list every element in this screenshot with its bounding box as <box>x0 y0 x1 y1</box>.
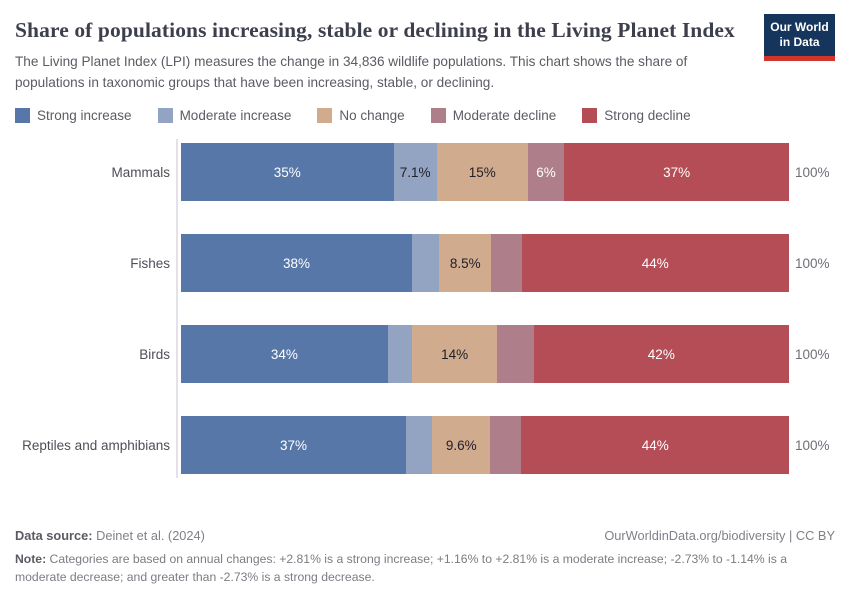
bar-segment-moderate-decline[interactable] <box>497 325 534 384</box>
legend-swatch-icon <box>430 108 446 124</box>
chart-row-fishes: Fishes 38% 8.5% 44% 100% <box>15 234 835 293</box>
segment-value-label: 37% <box>279 437 307 453</box>
segment-value-label: 6% <box>536 164 556 180</box>
note-value: Categories are based on annual changes: … <box>15 552 787 585</box>
legend-item-moderate-increase[interactable]: Moderate increase <box>157 108 292 124</box>
legend-item-strong-decline[interactable]: Strong decline <box>582 108 691 124</box>
bar-segment-no-change[interactable]: 9.6% <box>432 416 491 475</box>
data-source: Data source: Deinet et al. (2024) <box>15 528 205 543</box>
chart-row-reptiles-and-amphibians: Reptiles and amphibians 37% 9.6% 44% 100% <box>15 416 835 475</box>
legend-label: Strong decline <box>604 108 691 124</box>
data-source-value: Deinet et al. (2024) <box>92 528 205 543</box>
segment-value-label: 35% <box>273 164 301 180</box>
row-label: Birds <box>139 346 170 362</box>
legend-item-moderate-decline[interactable]: Moderate decline <box>430 108 557 124</box>
bar-segment-strong-decline[interactable]: 44% <box>521 416 789 475</box>
bar-segment-moderate-increase[interactable] <box>412 234 440 293</box>
legend-swatch-icon <box>317 108 333 124</box>
bar-segment-moderate-increase[interactable] <box>387 325 413 384</box>
bar-segment-moderate-increase[interactable]: 7.1% <box>393 143 437 202</box>
legend-swatch-icon <box>157 108 173 124</box>
legend-label: Moderate increase <box>179 108 292 124</box>
owid-logo-line2: in Data <box>779 35 820 49</box>
legend: Strong increase Moderate increase No chang… <box>15 108 835 124</box>
stacked-bar: 34% 14% 42% <box>181 325 789 384</box>
data-source-label: Data source: <box>15 528 93 543</box>
bar-segment-strong-decline[interactable]: 44% <box>521 234 790 293</box>
legend-item-no-change[interactable]: No change <box>317 108 405 124</box>
footer: Data source: Deinet et al. (2024) OurWor… <box>15 528 835 587</box>
bar-segment-moderate-decline[interactable] <box>491 234 522 293</box>
legend-item-strong-increase[interactable]: Strong increase <box>15 108 132 124</box>
segment-value-label: 9.6% <box>445 437 477 453</box>
footer-note: Note: Categories are based on annual cha… <box>15 550 835 587</box>
chart-rows: Mammals 35% 7.1% 15% 6% 37% 100% Fishes 38% 8.5% 4… <box>15 143 835 475</box>
chart-row-birds: Birds 34% 14% 42% 100% <box>15 325 835 384</box>
chart-title: Share of populations increasing, stable … <box>15 18 735 42</box>
chart-subtitle: The Living Planet Index (LPI) measures t… <box>15 54 688 90</box>
segment-value-label: 44% <box>641 437 669 453</box>
owid-logo: Our World in Data <box>764 14 835 61</box>
footer-source-row: Data source: Deinet et al. (2024) OurWor… <box>15 528 835 543</box>
header-text: Share of populations increasing, stable … <box>15 16 755 93</box>
legend-label: No change <box>339 108 405 124</box>
row-total-label: 100% <box>795 437 830 453</box>
row-total-label: 100% <box>795 255 830 271</box>
segment-value-label: 42% <box>647 346 675 362</box>
bar-segment-strong-increase[interactable]: 34% <box>181 325 388 384</box>
segment-value-label: 44% <box>641 255 669 271</box>
legend-swatch-icon <box>582 108 598 124</box>
segment-value-label: 37% <box>663 164 691 180</box>
stacked-bar: 38% 8.5% 44% <box>181 234 790 293</box>
row-label: Mammals <box>111 164 170 180</box>
bar-segment-moderate-decline[interactable] <box>490 416 522 475</box>
bar-segment-no-change[interactable]: 15% <box>436 143 528 202</box>
row-total-label: 100% <box>795 346 830 362</box>
stacked-bar: 35% 7.1% 15% 6% 37% <box>181 143 789 202</box>
bar-segment-moderate-decline[interactable]: 6% <box>527 143 565 202</box>
bar-segment-strong-increase[interactable]: 35% <box>181 143 394 202</box>
segment-value-label: 7.1% <box>399 164 431 180</box>
segment-value-label: 8.5% <box>449 255 481 271</box>
bar-segment-strong-increase[interactable]: 38% <box>181 234 413 293</box>
legend-swatch-icon <box>15 108 30 124</box>
owid-logo-line1: Our World <box>770 20 829 34</box>
chart: Mammals 35% 7.1% 15% 6% 37% 100% Fishes 38% 8.5% 4… <box>15 139 835 479</box>
bar-segment-strong-decline[interactable]: 37% <box>564 143 789 202</box>
legend-label: Moderate decline <box>452 108 557 124</box>
row-label: Reptiles and amphibians <box>22 437 170 453</box>
stacked-bar: 37% 9.6% 44% <box>181 416 789 475</box>
segment-value-label: 14% <box>441 346 469 362</box>
citation-link[interactable]: OurWorldinData.org/biodiversity | CC BY <box>604 528 835 543</box>
segment-value-label: 15% <box>468 164 496 180</box>
bar-segment-strong-increase[interactable]: 37% <box>181 416 406 475</box>
axis-line <box>176 139 178 479</box>
header: Share of populations increasing, stable … <box>15 14 835 93</box>
segment-value-label: 34% <box>270 346 298 362</box>
bar-segment-no-change[interactable]: 8.5% <box>439 234 492 293</box>
row-label: Fishes <box>130 255 170 271</box>
chart-row-mammals: Mammals 35% 7.1% 15% 6% 37% 100% <box>15 143 835 202</box>
bar-segment-strong-decline[interactable]: 42% <box>533 325 789 384</box>
row-total-label: 100% <box>795 164 830 180</box>
legend-label: Strong increase <box>37 108 132 124</box>
bar-segment-moderate-increase[interactable] <box>405 416 433 475</box>
bar-segment-no-change[interactable]: 14% <box>412 325 498 384</box>
segment-value-label: 38% <box>283 255 311 271</box>
note-label: Note: <box>15 552 47 566</box>
